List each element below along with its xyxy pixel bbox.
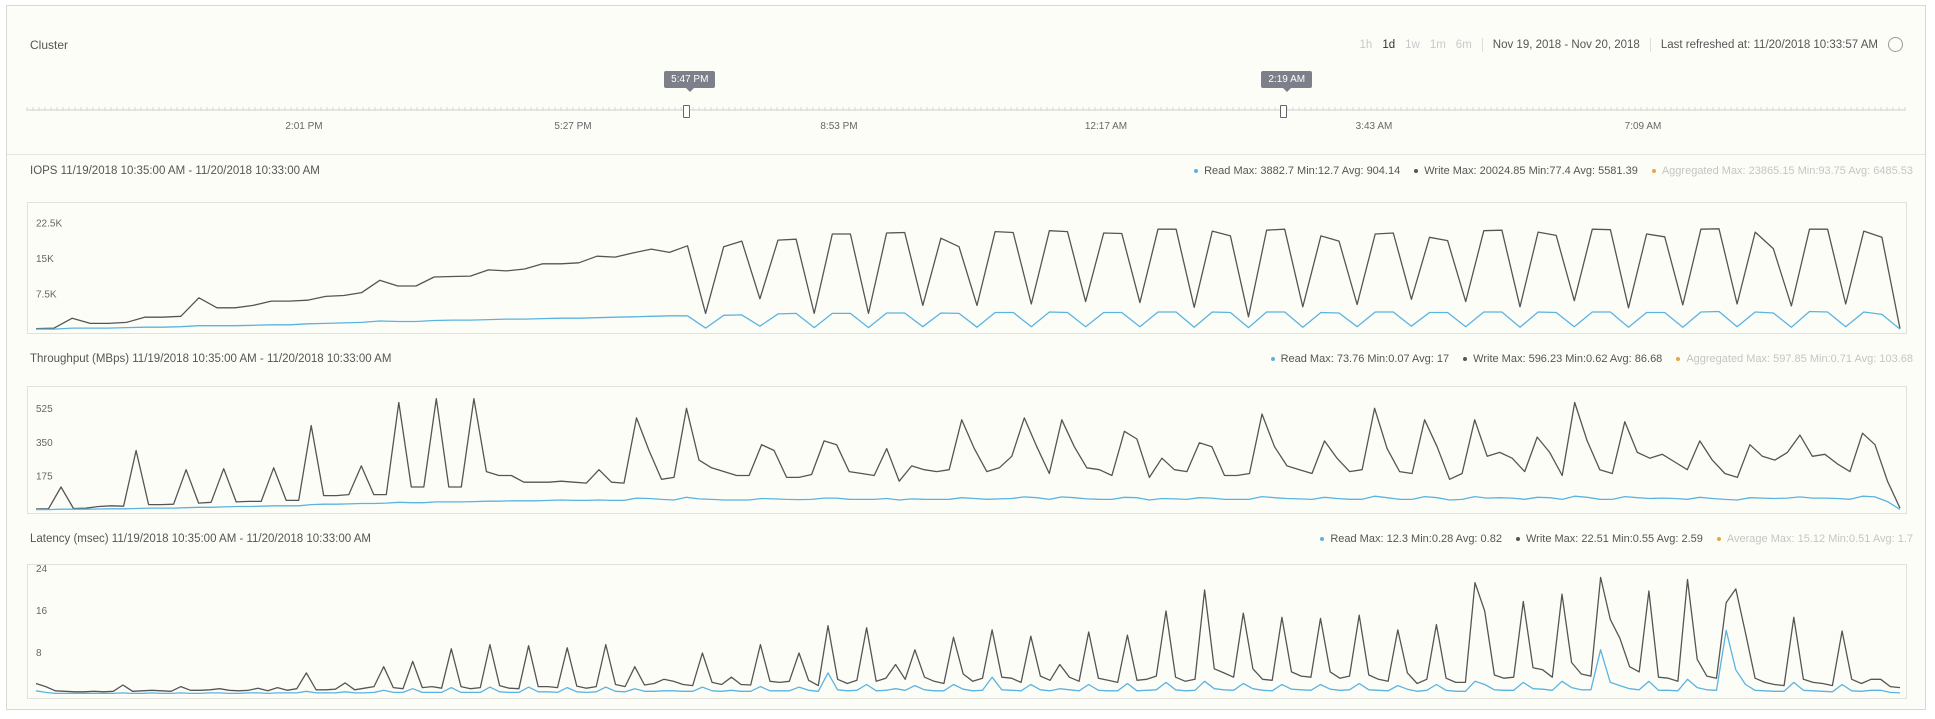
timeline-tick-label: 8:53 PM (820, 121, 857, 132)
y-tick-label: 525 (36, 404, 53, 415)
chart-legend: Read Max: 12.3 Min:0.28 Avg: 0.82 Write M… (1306, 533, 1913, 545)
date-range: Nov 19, 2018 - Nov 20, 2018 (1492, 38, 1640, 51)
timeline-end-badge: 2:19 AM (1261, 71, 1313, 92)
series-line-write (35, 398, 1901, 510)
page-title: Cluster (30, 38, 69, 52)
timeline-scrubber[interactable]: 2:01 PM 5:27 PM 8:53 PM 12:17 AM 3:43 AM 7:09… (7, 6, 1925, 154)
divider (1649, 37, 1651, 52)
chart-svg: 7.5K 15K 22.5K (35, 219, 1901, 330)
legend-label: Aggregated Max: 597.85 Min:0.71 Avg: 103… (1686, 353, 1913, 365)
legend-dot (1320, 537, 1325, 541)
range-6m[interactable]: 6m (1455, 38, 1472, 51)
series-line-write (35, 228, 1901, 330)
series-line-read (36, 310, 1901, 330)
legend-item[interactable]: Aggregated Max: 23865.15 Min:93.75 Avg: … (1651, 165, 1913, 177)
legend-dot (1270, 357, 1275, 361)
y-tick-label: 22.5K (36, 219, 62, 230)
legend-dot (1515, 537, 1520, 541)
chart-title: IOPS 11/19/2018 10:35:00 AM - 11/20/2018… (30, 165, 320, 177)
chart-legend: Read Max: 3882.7 Min:12.7 Avg: 904.14 Wri… (1180, 165, 1913, 177)
series-line-write (35, 576, 1901, 693)
header: Cluster 1h 1d 1w 1m 6m Nov 19, 2018 - No… (7, 6, 1925, 155)
legend-dot (1463, 357, 1468, 361)
range-toolbar: 1h 1d 1w 1m 6m Nov 19, 2018 - Nov 20, 20… (1350, 37, 1903, 52)
legend-label: Average Max: 15.12 Min:0.51 Avg: 1.7 (1726, 533, 1913, 545)
timeline-start-badge: 5:47 PM (664, 71, 716, 92)
chart-plot[interactable]: 8 16 24 (27, 564, 1907, 699)
timeline-tick-label: 7:09 AM (1625, 121, 1662, 132)
chart-plot[interactable]: 175 350 525 (27, 386, 1907, 514)
legend-dot (1414, 169, 1419, 173)
legend-item[interactable]: Write Max: 596.23 Min:0.62 Avg: 86.68 (1463, 353, 1662, 365)
legend-item[interactable]: Average Max: 15.12 Min:0.51 Avg: 1.7 (1716, 533, 1913, 545)
timeline-end-handle[interactable] (1280, 105, 1288, 118)
legend-item[interactable]: Write Max: 20024.85 Min:77.4 Avg: 5581.3… (1414, 165, 1638, 177)
legend-dot (1194, 169, 1199, 173)
series-line-read (36, 495, 1901, 511)
range-1w[interactable]: 1w (1405, 38, 1420, 51)
y-tick-label: 16 (36, 606, 48, 617)
chart-title: Throughput (MBps) 11/19/2018 10:35:00 AM… (30, 353, 392, 365)
timeline-tick-label: 5:27 PM (554, 121, 591, 132)
legend-label: Read Max: 3882.7 Min:12.7 Avg: 904.14 (1204, 165, 1401, 177)
chart-plot[interactable]: 7.5K 15K 22.5K (27, 202, 1907, 334)
y-tick-label: 175 (36, 471, 53, 482)
legend-dot (1651, 169, 1656, 173)
legend-dot (1676, 357, 1681, 361)
timeline-start-handle[interactable] (683, 105, 691, 118)
cluster-performance-panel: Cluster 1h 1d 1w 1m 6m Nov 19, 2018 - No… (6, 5, 1926, 710)
legend-label: Read Max: 73.76 Min:0.07 Avg: 17 (1280, 353, 1450, 365)
range-1m[interactable]: 1m (1429, 38, 1446, 51)
legend-item[interactable]: Read Max: 12.3 Min:0.28 Avg: 0.82 (1320, 533, 1502, 545)
last-refreshed: Last refreshed at: 11/20/2018 10:33:57 A… (1660, 38, 1878, 51)
chart-svg: 8 16 24 (35, 564, 1901, 695)
legend-label: Aggregated Max: 23865.15 Min:93.75 Avg: … (1661, 165, 1913, 177)
legend-item[interactable]: Write Max: 22.51 Min:0.55 Avg: 2.59 (1515, 533, 1703, 545)
y-tick-label: 7.5K (36, 290, 57, 301)
legend-item[interactable]: Read Max: 73.76 Min:0.07 Avg: 17 (1270, 353, 1450, 365)
legend-dot (1716, 537, 1721, 541)
legend-label: Write Max: 596.23 Min:0.62 Avg: 86.68 (1473, 353, 1663, 365)
chart-legend: Read Max: 73.76 Min:0.07 Avg: 17 Write Ma… (1257, 353, 1913, 365)
y-tick-label: 8 (36, 648, 42, 659)
range-1d[interactable]: 1d (1382, 38, 1396, 51)
chart-svg: 175 350 525 (35, 398, 1901, 511)
legend-item[interactable]: Aggregated Max: 597.85 Min:0.71 Avg: 103… (1676, 353, 1913, 365)
divider (1481, 37, 1483, 52)
timeline-ticks (26, 107, 1906, 111)
y-tick-label: 15K (36, 254, 54, 265)
timeline-tick-label: 3:43 AM (1356, 121, 1393, 132)
legend-item[interactable]: Read Max: 3882.7 Min:12.7 Avg: 904.14 (1194, 165, 1400, 177)
y-tick-label: 350 (36, 438, 53, 449)
legend-label: Read Max: 12.3 Min:0.28 Avg: 0.82 (1330, 533, 1502, 545)
range-1h[interactable]: 1h (1359, 38, 1373, 51)
legend-label: Write Max: 22.51 Min:0.55 Avg: 2.59 (1525, 533, 1703, 545)
timeline-tick-label: 2:01 PM (285, 121, 322, 132)
series-line-read (35, 629, 1901, 695)
chart-title: Latency (msec) 11/19/2018 10:35:00 AM - … (30, 533, 371, 545)
legend-label: Write Max: 20024.85 Min:77.4 Avg: 5581.3… (1424, 165, 1638, 177)
y-tick-label: 24 (36, 565, 48, 575)
timeline-tick-labels: 2:01 PM 5:27 PM 8:53 PM 12:17 AM 3:43 AM 7:09… (285, 121, 1661, 132)
refresh-icon[interactable] (1888, 37, 1903, 52)
timeline-tick-label: 12:17 AM (1085, 121, 1127, 132)
